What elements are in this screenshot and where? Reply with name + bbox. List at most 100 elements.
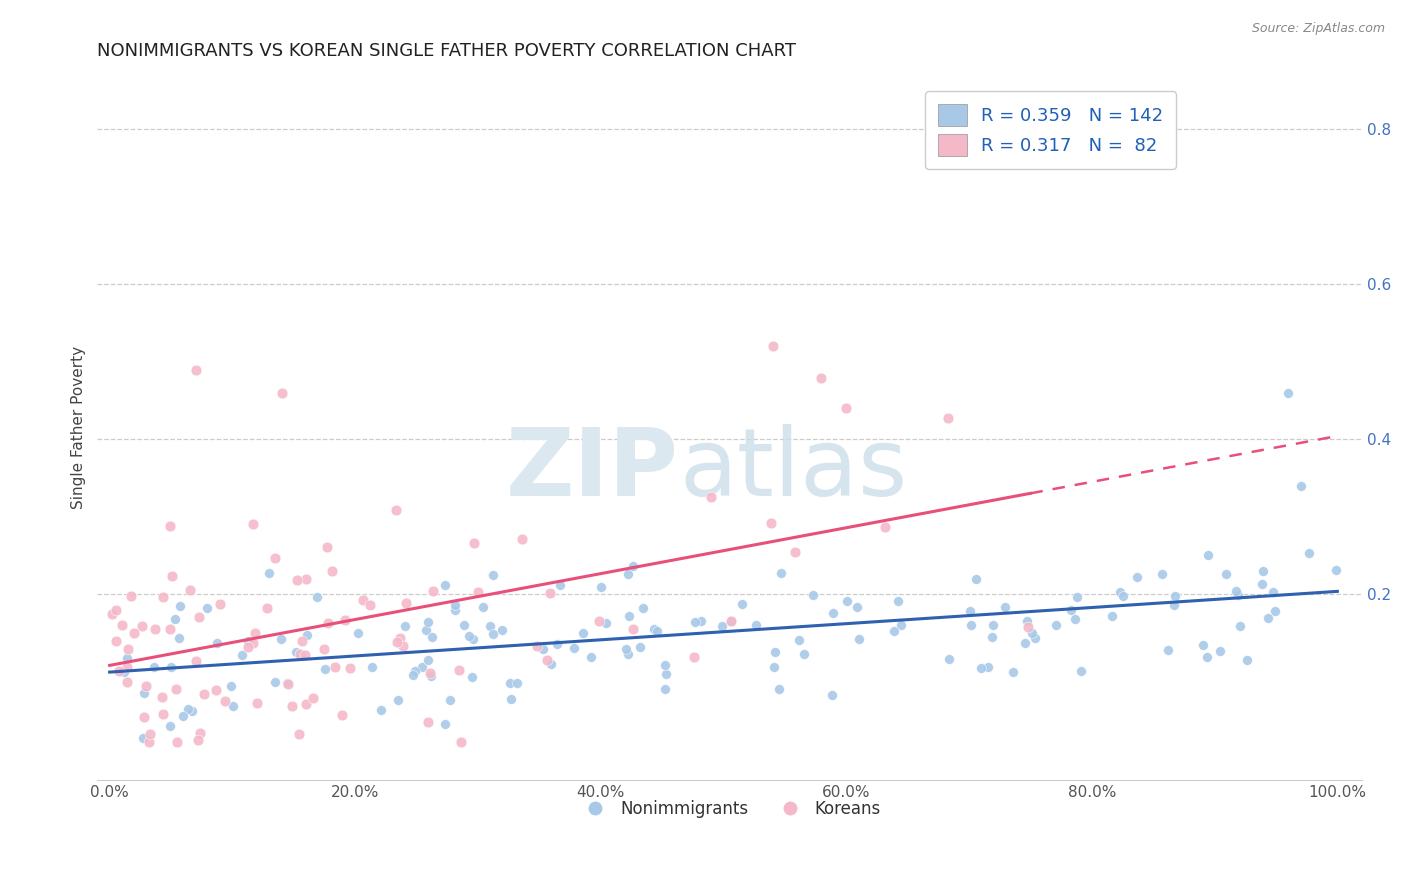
Point	[222, 698, 245, 713]
Point	[457, 629, 479, 643]
Point	[411, 660, 433, 674]
Point	[761, 339, 783, 353]
Point	[294, 572, 316, 586]
Point	[257, 566, 280, 580]
Y-axis label: Single Father Poverty: Single Father Poverty	[72, 346, 86, 509]
Point	[1109, 585, 1132, 599]
Point	[307, 590, 329, 604]
Point	[150, 690, 173, 705]
Point	[821, 688, 844, 702]
Point	[1197, 548, 1219, 562]
Point	[387, 692, 409, 706]
Point	[1101, 609, 1123, 624]
Point	[887, 594, 910, 608]
Point	[1024, 631, 1046, 645]
Point	[159, 622, 181, 636]
Point	[1298, 546, 1320, 560]
Point	[142, 660, 165, 674]
Point	[768, 682, 790, 697]
Point	[122, 626, 145, 640]
Point	[720, 614, 742, 628]
Point	[614, 642, 637, 657]
Point	[482, 567, 505, 582]
Point	[595, 616, 617, 631]
Point	[938, 652, 960, 666]
Point	[621, 558, 644, 573]
Point	[643, 622, 665, 636]
Point	[188, 726, 211, 740]
Point	[117, 641, 139, 656]
Point	[548, 578, 571, 592]
Point	[416, 615, 439, 629]
Point	[184, 654, 207, 668]
Point	[645, 624, 668, 639]
Point	[420, 669, 443, 683]
Point	[654, 681, 676, 696]
Point	[112, 665, 135, 679]
Text: ZIP: ZIP	[506, 424, 679, 516]
Point	[1277, 385, 1299, 400]
Point	[163, 612, 186, 626]
Point	[246, 696, 269, 710]
Point	[264, 550, 287, 565]
Point	[450, 734, 472, 748]
Point	[177, 701, 200, 715]
Point	[1215, 566, 1237, 581]
Point	[538, 586, 561, 600]
Point	[131, 731, 153, 745]
Point	[1236, 653, 1258, 667]
Point	[1060, 603, 1083, 617]
Point	[1324, 563, 1347, 577]
Point	[321, 564, 343, 578]
Point	[936, 411, 959, 425]
Point	[208, 598, 231, 612]
Point	[731, 597, 754, 611]
Point	[290, 647, 312, 661]
Point	[499, 691, 522, 706]
Point	[883, 624, 905, 639]
Point	[242, 516, 264, 531]
Point	[499, 676, 522, 690]
Point	[138, 727, 160, 741]
Point	[1163, 598, 1185, 612]
Point	[242, 636, 264, 650]
Point	[810, 371, 832, 385]
Point	[104, 603, 127, 617]
Point	[617, 648, 640, 662]
Point	[404, 664, 426, 678]
Point	[389, 631, 412, 645]
Point	[391, 639, 413, 653]
Point	[588, 614, 610, 628]
Point	[117, 660, 139, 674]
Point	[205, 636, 228, 650]
Point	[384, 503, 406, 517]
Point	[579, 649, 602, 664]
Point	[633, 601, 655, 615]
Point	[460, 670, 482, 684]
Point	[135, 679, 157, 693]
Point	[699, 490, 721, 504]
Point	[572, 626, 595, 640]
Point	[762, 660, 785, 674]
Point	[418, 653, 440, 667]
Point	[184, 362, 207, 376]
Point	[628, 640, 651, 655]
Point	[980, 631, 1002, 645]
Point	[312, 642, 335, 657]
Point	[145, 622, 167, 636]
Point	[245, 626, 267, 640]
Point	[419, 665, 441, 680]
Point	[280, 698, 302, 713]
Point	[159, 519, 181, 533]
Text: NONIMMIGRANTS VS KOREAN SINGLE FATHER POVERTY CORRELATION CHART: NONIMMIGRANTS VS KOREAN SINGLE FATHER PO…	[97, 42, 796, 60]
Point	[744, 617, 766, 632]
Point	[270, 632, 292, 647]
Point	[1066, 590, 1088, 604]
Point	[763, 645, 786, 659]
Point	[801, 588, 824, 602]
Point	[285, 574, 308, 588]
Point	[394, 619, 416, 633]
Point	[478, 619, 501, 633]
Point	[449, 663, 471, 677]
Point	[837, 594, 859, 608]
